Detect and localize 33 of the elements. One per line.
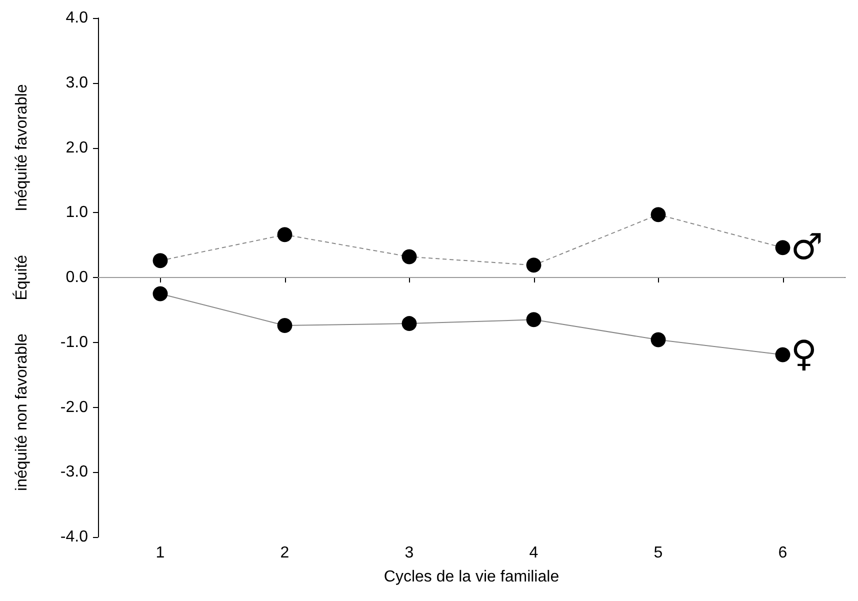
y-tick-label: -1.0	[60, 334, 88, 351]
series-label: ♀	[790, 334, 818, 376]
y-tick-label: -3.0	[60, 464, 88, 481]
y-tick-label: 1.0	[66, 204, 88, 222]
x-tick-label: 2	[280, 544, 290, 562]
x-tick-label: 1	[156, 544, 165, 562]
y-axis-title: Inéquité favorable	[14, 84, 30, 212]
y-tick-label: 2.0	[66, 139, 88, 156]
point	[650, 207, 666, 222]
x-tick-label: 3	[404, 544, 414, 562]
y-tick-label: -4.0	[60, 528, 88, 546]
x-tick-label: 6	[778, 544, 788, 562]
x-axis-title: Cycles de la vie familiale	[384, 568, 560, 586]
text: Équité	[12, 254, 30, 300]
point	[402, 249, 417, 264]
series-label: ♂	[790, 227, 824, 268]
point	[650, 332, 666, 348]
point	[277, 318, 292, 334]
point	[526, 258, 542, 273]
point	[277, 227, 292, 242]
y-tick-label: 3.0	[66, 74, 88, 92]
point	[526, 312, 542, 328]
x-tick-label: 5	[654, 544, 663, 562]
point	[775, 240, 790, 256]
x-tick-label: 4	[529, 544, 538, 562]
point	[152, 253, 168, 268]
point	[775, 347, 790, 362]
text: inéquité non favorable	[14, 333, 30, 491]
y-tick-label: -2.0	[60, 398, 88, 416]
y-tick-label: 4.0	[66, 10, 88, 26]
point	[152, 286, 168, 302]
y-tick-label: 0.0	[66, 269, 88, 286]
point	[402, 316, 417, 332]
